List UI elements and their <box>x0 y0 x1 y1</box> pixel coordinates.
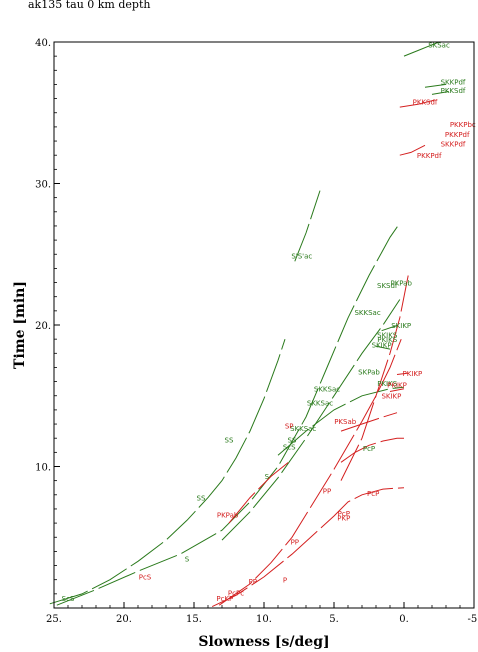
y-axis-label: Time [min] <box>12 281 28 369</box>
tick-layer: 25. 20. 15. 10. 5. 0. -5. 10. 20. 30. 40. <box>35 38 478 625</box>
travel-time-curve <box>56 222 401 606</box>
travel-time-curve <box>389 388 405 392</box>
x-tick-label: 15. <box>186 614 202 625</box>
phase-label: PKP <box>337 514 350 522</box>
phase-label: PKIKS <box>377 336 397 344</box>
x-tick-label: -5. <box>468 614 478 625</box>
travel-time-curve <box>340 275 409 481</box>
phase-label: PKKPdf <box>417 152 442 160</box>
y-tick-label: 30. <box>35 180 51 191</box>
phase-label: PcP <box>363 445 375 453</box>
phase-label: PKSab <box>334 418 357 426</box>
travel-time-curve <box>211 487 405 608</box>
x-tick-label: 10. <box>256 614 272 625</box>
x-tick-label: 0. <box>399 614 409 625</box>
travel-time-curve <box>375 345 391 350</box>
phase-label: PcKP <box>216 595 233 603</box>
phase-label: SKKSac <box>354 309 380 317</box>
travel-time-curve <box>340 412 398 432</box>
phase-label: SKIKP <box>391 322 411 330</box>
phase-label: SS <box>197 495 206 503</box>
phase-label: PcS <box>139 574 152 582</box>
phase-label: ScS <box>283 444 296 452</box>
travel-time-curve <box>221 299 401 541</box>
phase-label: SKKSac <box>290 425 316 433</box>
phase-label: ScS <box>62 595 75 603</box>
x-tick-label: 20. <box>116 614 132 625</box>
travel-time-curve <box>431 91 449 95</box>
phase-label: SKSdf <box>377 282 398 290</box>
phase-label: SKIKP <box>381 393 401 401</box>
phase-label: PKPab <box>217 511 239 519</box>
phase-label: SKSac <box>428 42 450 50</box>
phase-label: SP <box>285 422 294 430</box>
phase-label: PKKSdf <box>441 87 466 95</box>
travel-time-curve <box>218 339 402 606</box>
phase-label: PKKPbc <box>450 121 476 129</box>
phase-label: S'S'ac <box>291 253 312 261</box>
phase-label: S <box>265 473 270 481</box>
phase-label: SKKPdf <box>441 78 466 86</box>
phase-label: PP <box>249 578 257 586</box>
travel-time-curve <box>49 339 286 605</box>
travel-time-curve <box>294 190 321 262</box>
phase-label: PKIKP <box>387 381 407 389</box>
phase-label-layer: PKPabSKSacSKKPdfPKKSdfPKKSdfPKKPbcPKKPdf… <box>62 42 476 603</box>
series-layer <box>49 41 449 608</box>
travel-time-curve <box>399 99 435 108</box>
travel-time-curve <box>399 144 426 156</box>
travel-time-curve <box>396 372 409 375</box>
travel-time-curve <box>228 459 293 524</box>
phase-label: PKIKS <box>377 380 397 388</box>
y-tick-label: 20. <box>35 321 51 332</box>
phase-label: PcP <box>338 510 350 518</box>
phase-label: PcPc <box>228 589 244 597</box>
travel-time-curve <box>424 83 447 88</box>
chart-title: ak135 tau 0 km depth <box>28 0 150 11</box>
travel-time-curve <box>340 437 404 463</box>
travel-time-curve <box>403 41 440 57</box>
phase-label: SKIKS <box>377 332 398 340</box>
x-tick-label: 5. <box>329 614 339 625</box>
travel-time-curve <box>381 324 399 332</box>
y-tick-label: 40. <box>35 38 51 49</box>
x-tick-label: 25. <box>46 614 62 625</box>
phase-label: P <box>283 577 287 585</box>
phase-label: SS <box>288 436 297 444</box>
phase-label: PKKSdf <box>413 98 438 106</box>
travel-time-curve <box>277 386 405 456</box>
phase-label: PKPab <box>390 279 412 287</box>
phase-label: SKPab <box>358 369 380 377</box>
y-tick-label: 10. <box>35 463 51 474</box>
phase-label: SKKPdf <box>441 141 466 149</box>
phase-label: PKIKP <box>403 370 423 378</box>
phase-label: SS <box>225 436 234 444</box>
phase-label: SKKSac <box>314 386 340 394</box>
phase-label: S <box>185 555 190 563</box>
phase-label: PP <box>291 538 299 546</box>
x-axis-label: Slowness [s/deg] <box>198 634 329 650</box>
phase-label: PP <box>323 487 331 495</box>
phase-label: SKIKP <box>372 342 392 350</box>
phase-label: PKKPdf <box>445 131 470 139</box>
phase-label: PcP <box>367 490 379 498</box>
phase-label: SKKSac <box>307 400 333 408</box>
